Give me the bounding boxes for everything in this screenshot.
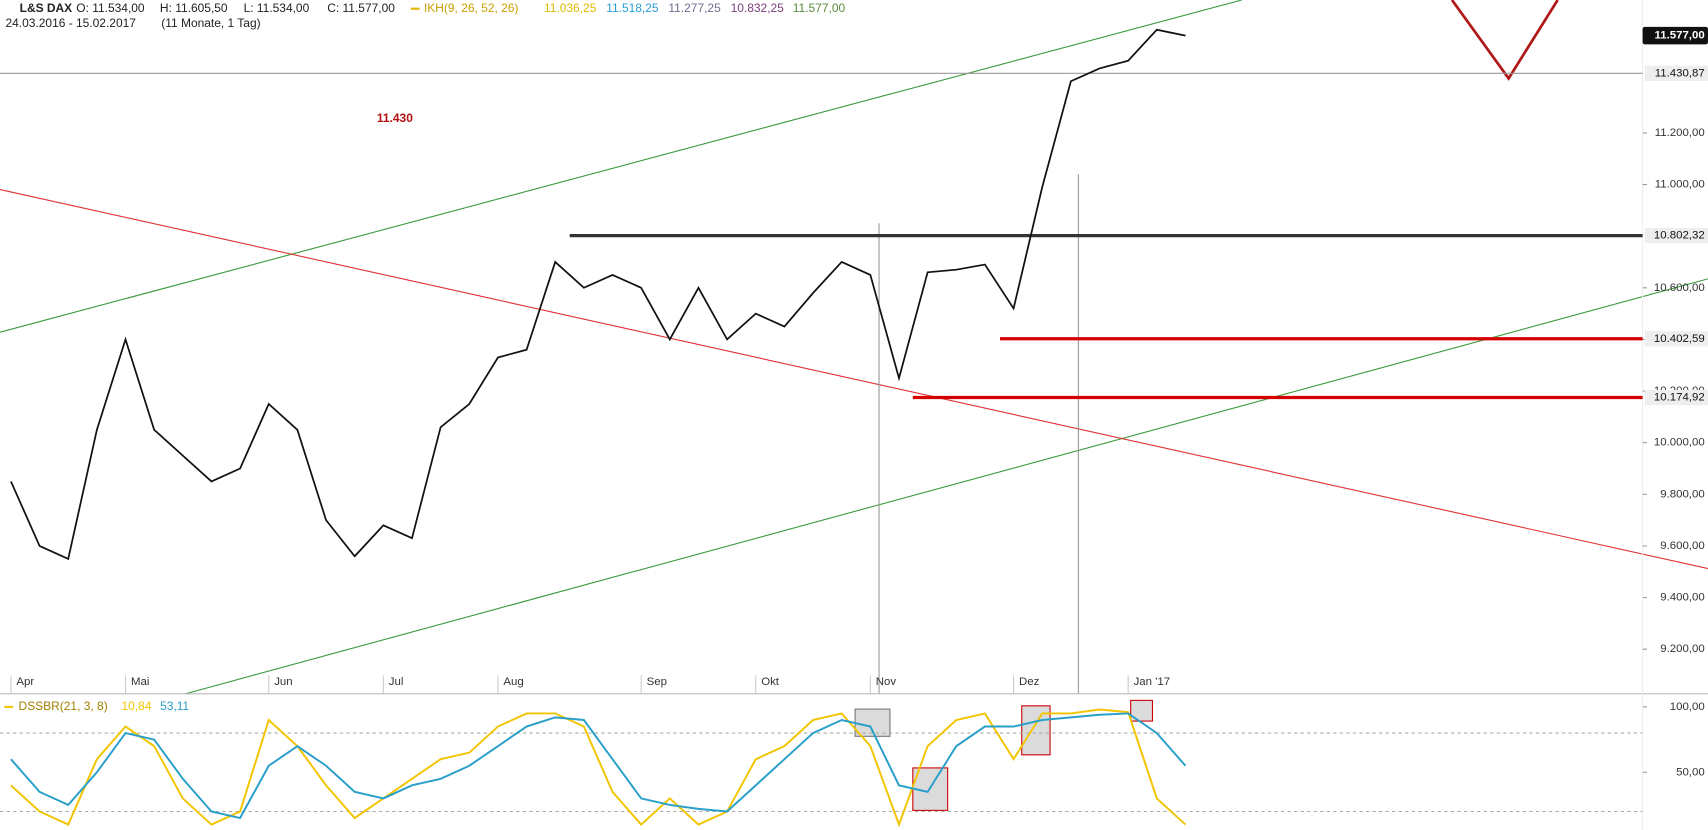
duration: (11 Monate, 1 Tag) (161, 16, 260, 30)
ohlc-value: C: 11.577,00 (327, 1, 395, 15)
ohlc-value: H: 11.605,50 (160, 1, 228, 15)
x-tick-label: Okt (761, 676, 780, 688)
x-tick-label: Mai (131, 676, 149, 688)
indicator-value: 10.832,25 (731, 1, 785, 15)
x-tick-label: Sep (647, 676, 667, 688)
indicator-value: 11.277,25 (668, 1, 721, 15)
y-tick-label: 9.200,00 (1660, 643, 1704, 655)
legend-value: 10,84 (121, 699, 151, 713)
ohlc-value: L: 11.534,00 (244, 1, 310, 15)
y-tick-label: 9.800,00 (1660, 488, 1704, 500)
highlight-box (1130, 699, 1153, 722)
channel-upper (0, 0, 1242, 333)
level-label: 11.430,87 (1655, 67, 1705, 79)
period: 24.03.2016 - 15.02.2017 (5, 16, 136, 30)
x-tick-label: Jun (274, 676, 292, 688)
x-tick-label: Aug (503, 676, 523, 688)
x-tick-label: Jul (389, 676, 404, 688)
price-label: 11.577,00 (1655, 30, 1705, 42)
series-line (10, 28, 1186, 561)
price-badge (1642, 26, 1708, 45)
level-badge (1644, 227, 1708, 244)
y-tick-label: 10.000,00 (1654, 437, 1705, 449)
y-tick-label: 10.600,00 (1654, 282, 1705, 294)
annotation: 11.430 (377, 111, 413, 125)
indicator-value: 11.518,25 (606, 1, 659, 15)
x-tick-label: Nov (876, 676, 897, 688)
level-label: 10.402,59 (1654, 333, 1705, 345)
series-line (10, 712, 1187, 820)
y-tick-label: 11.000,00 (1655, 179, 1705, 191)
level-badge (1644, 331, 1708, 347)
trend-line (0, 188, 1708, 570)
y-tick-label: 11.200,00 (1655, 127, 1705, 139)
ohlc-value: O: 11.534,00 (76, 1, 145, 15)
y-tick-label: 9.600,00 (1660, 540, 1704, 552)
y-tick-label: 100,00 (1670, 701, 1705, 713)
indicator-title: DSSBR(21, 3, 8) (19, 699, 108, 713)
level-label: 10.174,92 (1654, 392, 1705, 404)
level-badge (1644, 389, 1708, 406)
y-tick-label: 50,00 (1676, 766, 1705, 778)
v-marker (1450, 0, 1559, 81)
x-tick-label: Apr (16, 676, 34, 688)
indicator-value: 11.577,00 (793, 1, 846, 15)
indicator-value: 11.036,25 (544, 1, 597, 15)
chart-title: L&S DAX (20, 1, 73, 15)
x-tick-label: Dez (1019, 676, 1040, 688)
series-line (10, 708, 1187, 828)
channel-lower (185, 278, 1708, 695)
y-tick-label: 9.400,00 (1660, 592, 1704, 604)
level-badge (1644, 65, 1708, 81)
level-label: 10.802,32 (1654, 230, 1705, 242)
x-tick-label: Jan '17 (1134, 676, 1170, 688)
indicator-name: IKH(9, 26, 52, 26) (424, 1, 518, 15)
legend-value: 53,11 (160, 699, 189, 713)
